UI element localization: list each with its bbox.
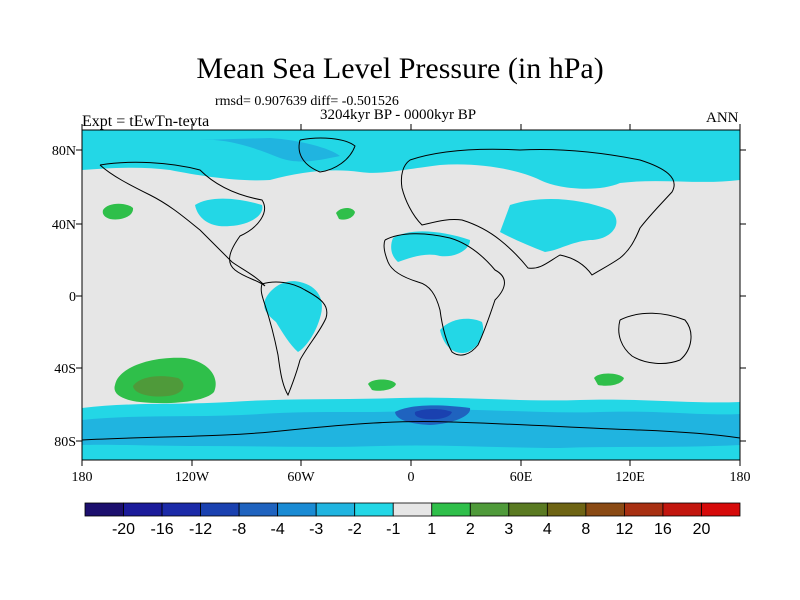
colorbar-label: 3	[504, 521, 513, 538]
colorbar-label: 12	[616, 521, 634, 538]
lat-label-80n: 80N	[52, 144, 76, 159]
north-america-coast	[99, 161, 266, 287]
antarctic-core-region	[414, 409, 452, 420]
lon-label-120e: 120E	[615, 470, 645, 485]
colorbar-label: 16	[654, 521, 672, 538]
map-title: Mean Sea Level Pressure (in hPa)	[196, 52, 604, 85]
colorbar-swatch	[354, 502, 394, 517]
colorbar-label: 8	[581, 521, 590, 538]
colorbar-swatch	[238, 502, 279, 517]
map-panel	[76, 124, 746, 466]
mid-atlantic-positive-region	[336, 207, 355, 220]
colorbar-label: -4	[271, 521, 285, 538]
colorbar-swatch	[469, 502, 510, 517]
stats-line: rmsd= 0.907639 diff= -0.501526	[215, 94, 399, 109]
southern-ocean-darker-region	[82, 409, 740, 448]
colorbar-swatch	[161, 502, 201, 517]
colorbar-swatch	[200, 502, 240, 517]
australia-coast	[618, 312, 692, 364]
south-america-region	[264, 281, 322, 352]
colorbar-label: -2	[348, 521, 362, 538]
colorbar: -20 -16 -12 -8 -4 -3 -2 -1 1 2 3 4 8 12 16 20	[84, 502, 741, 538]
colorbar-label: 2	[466, 521, 475, 538]
antarctica-coast	[82, 420, 740, 441]
south-pacific-strong-region	[133, 376, 184, 397]
colorbar-swatch	[431, 502, 471, 517]
eurasia-coast	[400, 148, 675, 276]
colorbar-swatch	[624, 502, 664, 517]
arctic-darker-region	[200, 138, 340, 162]
colorbar-swatch	[508, 502, 548, 517]
lat-label-40n: 40N	[52, 218, 76, 233]
season-label: ANN	[706, 110, 739, 126]
greenland-coast	[298, 137, 356, 173]
colorbar-swatch	[701, 502, 741, 517]
north-atlantic-region	[195, 198, 263, 227]
colorbar-swatch	[546, 502, 587, 517]
southern-africa-region	[440, 318, 484, 354]
experiment-label: Expt = tEwTn-tevta	[82, 113, 210, 130]
colorbar-swatch	[315, 502, 356, 517]
colorbar-label: 1	[427, 521, 436, 538]
south-america-coast	[260, 281, 328, 397]
africa-coast	[383, 233, 505, 356]
lat-label-80s: 80S	[54, 435, 76, 450]
axis-ticks	[76, 124, 746, 466]
period-label: 3204kyr BP - 0000kyr BP	[320, 107, 477, 123]
asia-anomaly-region	[500, 198, 617, 252]
lon-label-180e: 180	[730, 470, 751, 485]
colorbar-swatch	[662, 502, 702, 517]
colorbar-label: -8	[232, 521, 246, 538]
lon-label-0: 0	[408, 470, 415, 485]
coastlines	[82, 137, 740, 441]
colorbar-label: -20	[112, 521, 135, 538]
colorbar-swatch	[277, 502, 317, 517]
lon-label-120w: 120W	[175, 470, 210, 485]
lat-label-0: 0	[69, 290, 76, 305]
colorbar-label: -16	[150, 521, 173, 538]
south-atlantic-positive-region	[368, 379, 396, 391]
colorbar-label: -12	[189, 521, 212, 538]
colorbar-label: 4	[543, 521, 552, 538]
colorbar-swatch	[123, 502, 163, 517]
north-africa-region	[391, 231, 470, 262]
anomaly-fields	[82, 130, 740, 460]
lon-label-60e: 60E	[510, 470, 533, 485]
colorbar-swatch	[392, 502, 433, 517]
colorbar-label: 20	[693, 521, 711, 538]
colorbar-swatch	[84, 502, 124, 517]
indian-ocean-positive-region	[594, 373, 624, 386]
lon-label-180w: 180	[72, 470, 93, 485]
colorbar-swatch	[585, 502, 625, 517]
colorbar-label: -3	[309, 521, 323, 538]
north-pacific-positive-region	[102, 203, 134, 220]
lon-label-60w: 60W	[287, 470, 315, 485]
lat-label-40s: 40S	[54, 362, 76, 377]
colorbar-label: -1	[386, 521, 400, 538]
